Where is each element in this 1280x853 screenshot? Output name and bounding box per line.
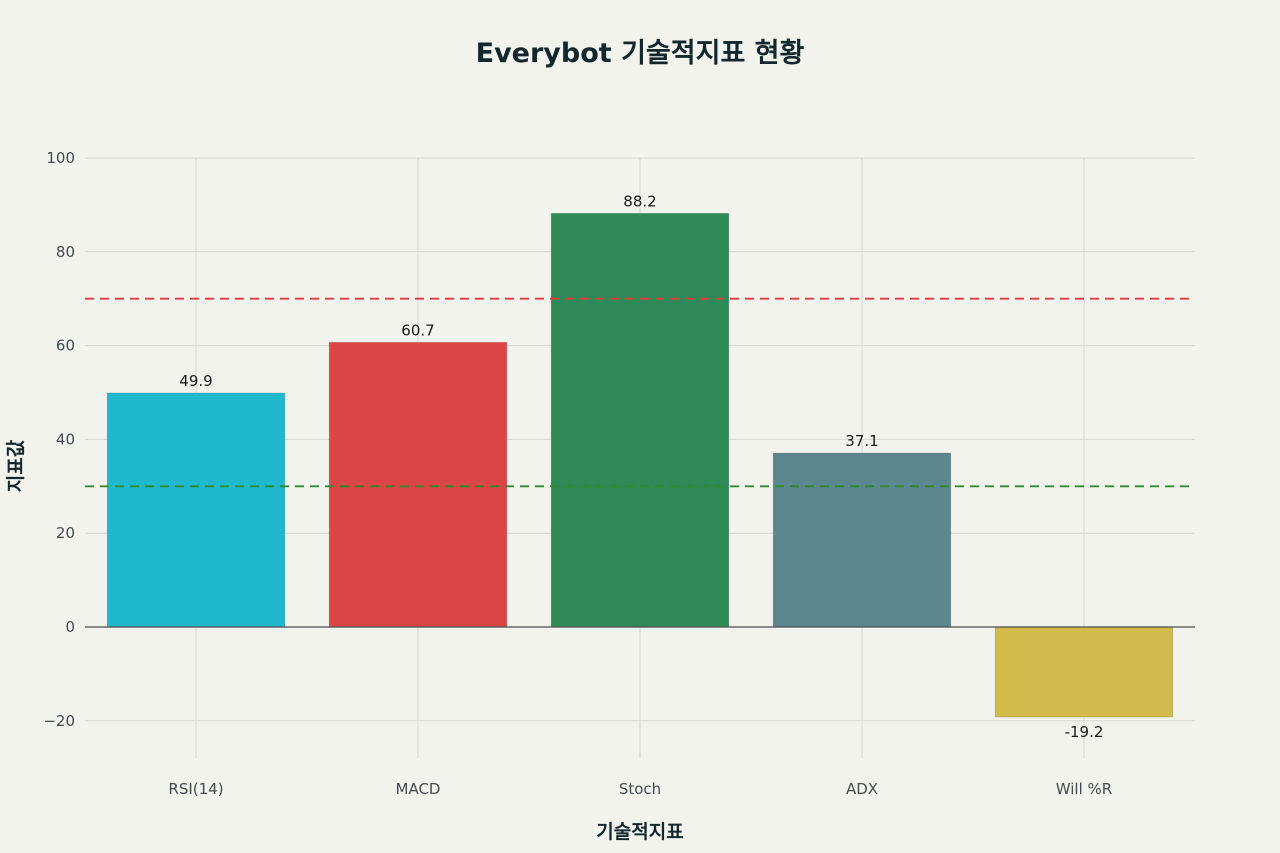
bar-value-label: 49.9 — [179, 372, 212, 390]
y-tick-label: −20 — [43, 712, 75, 730]
x-tick-label: MACD — [396, 780, 441, 798]
y-tick-label: 20 — [56, 524, 75, 542]
data-labels: 49.9 60.7 88.2 37.1 -19.2 — [179, 192, 1103, 741]
y-tick-label: 100 — [46, 149, 75, 167]
y-axis-title: 지표값 — [5, 439, 27, 492]
reference-lines — [85, 297, 1195, 628]
bar-value-label: 60.7 — [401, 321, 434, 339]
bar — [328, 341, 508, 628]
bar — [772, 452, 952, 628]
y-tick-label: 60 — [56, 337, 75, 355]
x-tick-label: ADX — [846, 780, 878, 798]
bar — [550, 212, 730, 628]
x-axis-title: 기술적지표 — [596, 821, 683, 843]
bars — [106, 212, 1174, 718]
y-tick-label: 40 — [56, 430, 75, 448]
y-tick-label: 80 — [56, 243, 75, 261]
bar — [994, 626, 1174, 718]
bar — [106, 392, 286, 628]
x-tick-label: RSI(14) — [168, 780, 223, 798]
x-tick-label: Will %R — [1056, 780, 1112, 798]
chart-title: Everybot 기술적지표 현황 — [476, 38, 805, 69]
bar-value-label: -19.2 — [1065, 723, 1104, 741]
y-tick-label: 0 — [65, 618, 75, 636]
x-tick-label: Stoch — [619, 780, 661, 798]
axis-ticks: −20 0 20 40 60 80 100 RSI(14) MACD Stoch ADX Will %… — [43, 149, 1112, 798]
bar-value-label: 88.2 — [623, 192, 656, 210]
bar-value-label: 37.1 — [845, 432, 878, 450]
